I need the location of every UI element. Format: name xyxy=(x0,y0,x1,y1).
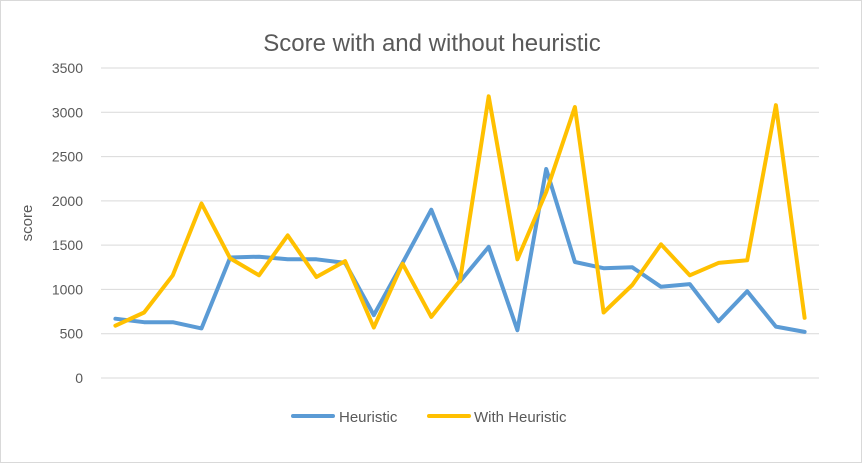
y-tick-label: 0 xyxy=(75,370,83,386)
y-tick-label: 2000 xyxy=(52,193,83,209)
chart-title: Score with and without heuristic xyxy=(263,30,601,57)
legend-label-heuristic: Heuristic xyxy=(339,409,398,426)
y-axis-ticks: 0 500 1000 1500 2000 2500 3000 3500 xyxy=(52,60,83,386)
legend: Heuristic With Heuristic xyxy=(293,409,567,426)
series-line-heuristic xyxy=(115,169,804,332)
y-tick-label: 3000 xyxy=(52,104,83,120)
legend-label-with-heuristic: With Heuristic xyxy=(474,409,567,426)
y-tick-label: 1500 xyxy=(52,237,83,253)
y-axis-label: score xyxy=(19,205,36,242)
series-line-with-heuristic xyxy=(115,96,804,327)
y-tick-label: 500 xyxy=(60,326,84,342)
y-tick-label: 2500 xyxy=(52,149,83,165)
gridlines xyxy=(101,68,819,378)
series-lines xyxy=(115,96,804,332)
y-tick-label: 1000 xyxy=(52,281,83,297)
y-tick-label: 3500 xyxy=(52,60,83,76)
